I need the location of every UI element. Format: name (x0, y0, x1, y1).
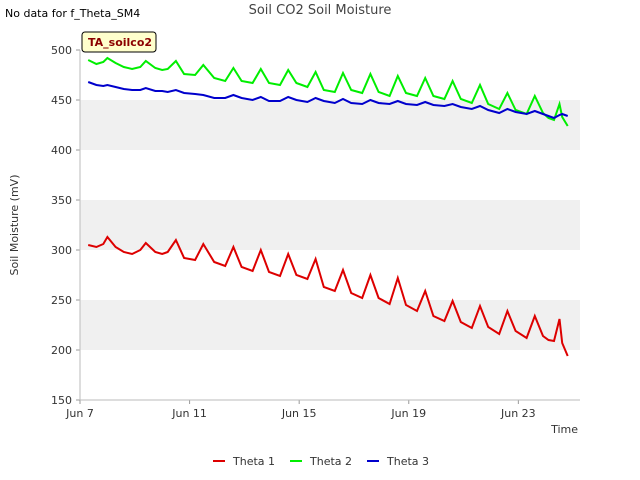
grid-band (80, 150, 580, 200)
x-axis-label: Time (550, 423, 578, 436)
x-axis-ticks: Jun 7 Jun 11 Jun 15 Jun 19 Jun 23 (65, 400, 536, 420)
series-lines (87, 56, 569, 357)
x-tick-label: Jun 23 (500, 407, 536, 420)
x-tick-label: Jun 11 (171, 407, 207, 420)
y-axis-label: Soil Moisture (mV) (8, 175, 21, 276)
legend-label: Theta 2 (309, 455, 352, 468)
grid-band (80, 350, 580, 400)
site-badge-label: TA_soilco2 (88, 36, 152, 49)
legend: Theta 1 Theta 2 Theta 3 (213, 455, 429, 468)
x-tick-label: Jun 15 (281, 407, 317, 420)
y-axis-ticks: 150 200 250 300 350 400 450 500 (51, 44, 80, 407)
y-tick-label: 200 (51, 344, 72, 357)
no-data-message: No data for f_Theta_SM4 (5, 7, 141, 20)
series-line-theta-1 (87, 235, 569, 357)
y-tick-label: 300 (51, 244, 72, 257)
y-tick-label: 400 (51, 144, 72, 157)
y-tick-label: 500 (51, 44, 72, 57)
series-line-theta-2 (87, 56, 569, 127)
x-tick-label: Jun 7 (65, 407, 94, 420)
x-tick-label: Jun 19 (390, 407, 426, 420)
y-tick-label: 250 (51, 294, 72, 307)
y-tick-label: 350 (51, 194, 72, 207)
y-tick-label: 150 (51, 394, 72, 407)
y-tick-label: 450 (51, 94, 72, 107)
grid-band (80, 250, 580, 300)
legend-label: Theta 1 (232, 455, 275, 468)
grid-band (80, 300, 580, 350)
grid-band (80, 50, 580, 100)
chart-title: Soil CO2 Soil Moisture (248, 3, 392, 18)
series-line-theta-3 (87, 81, 569, 120)
grid-band (80, 200, 580, 250)
site-badge: TA_soilco2 (81, 31, 157, 53)
legend-label: Theta 3 (386, 455, 429, 468)
grid-bands (80, 50, 580, 400)
grid-band (80, 100, 580, 150)
